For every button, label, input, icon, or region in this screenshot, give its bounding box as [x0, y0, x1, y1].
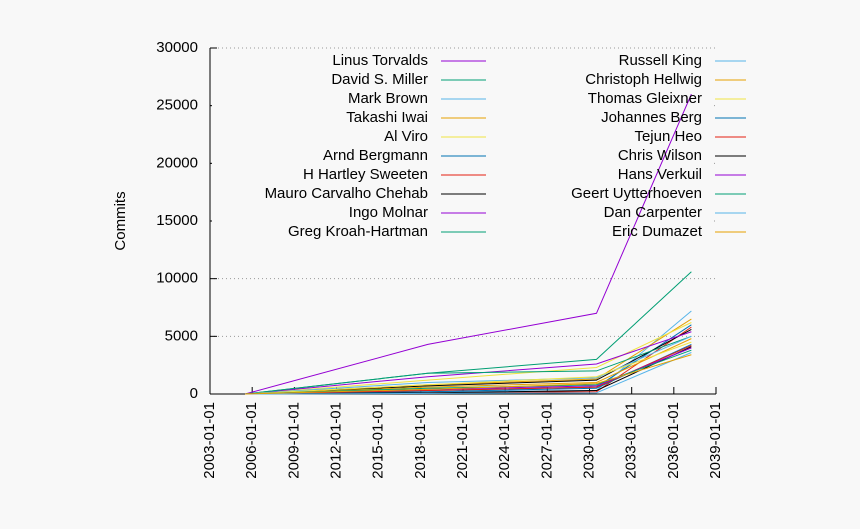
- x-tick-label: 2033-01-01: [623, 402, 640, 479]
- legend-label: David S. Miller: [331, 71, 428, 88]
- x-tick-label: 2030-01-01: [580, 402, 597, 479]
- series-line: [245, 341, 692, 395]
- x-tick-label: 2021-01-01: [454, 402, 471, 479]
- legend-label: Mauro Carvalho Chehab: [265, 185, 428, 202]
- legend-label: Linus Torvalds: [332, 52, 428, 69]
- x-tick-label: 2015-01-01: [370, 402, 387, 479]
- legend-label: Mark Brown: [348, 90, 428, 107]
- y-axis-label: Commits: [112, 191, 129, 250]
- series-line: [245, 345, 692, 395]
- x-tick-label: 2012-01-01: [327, 402, 344, 479]
- x-tick-label: 2009-01-01: [285, 402, 302, 479]
- legend-label: Tejun Heo: [634, 128, 702, 145]
- legend-label: Christoph Hellwig: [585, 71, 702, 88]
- x-tick-label: 2006-01-01: [243, 402, 260, 479]
- legend-label: Al Viro: [384, 128, 428, 145]
- x-tick-label: 2039-01-01: [707, 402, 724, 479]
- legend-label: Thomas Gleixner: [588, 90, 702, 107]
- series-line: [244, 93, 692, 395]
- x-tick-label: 2027-01-01: [538, 402, 555, 479]
- x-tick-label: 2018-01-01: [412, 402, 429, 479]
- series-line: [245, 352, 692, 395]
- series-line: [245, 331, 692, 395]
- series-line: [245, 322, 692, 395]
- legend-label: Johannes Berg: [601, 109, 702, 126]
- legend-label: Takashi Iwai: [346, 109, 428, 126]
- y-tick-label: 30000: [156, 39, 198, 56]
- legend-label: Russell King: [619, 52, 702, 69]
- series-line: [245, 338, 692, 395]
- y-tick-label: 10000: [156, 270, 198, 287]
- y-tick-label: 5000: [165, 327, 198, 344]
- legend-label: H Hartley Sweeten: [303, 166, 428, 183]
- legend-label: Hans Verkuil: [618, 166, 702, 183]
- series-line: [245, 354, 692, 395]
- y-tick-label: 20000: [156, 154, 198, 171]
- legend-label: Arnd Bergmann: [323, 147, 428, 164]
- legend-label: Dan Carpenter: [604, 204, 702, 221]
- y-tick-label: 0: [190, 385, 198, 402]
- series-line: [245, 335, 692, 395]
- legend-label: Greg Kroah-Hartman: [288, 223, 428, 240]
- series-line: [245, 335, 692, 395]
- legend-label: Chris Wilson: [618, 147, 702, 164]
- y-tick-label: 15000: [156, 212, 198, 229]
- legend-label: Eric Dumazet: [612, 223, 703, 240]
- y-tick-label: 25000: [156, 97, 198, 114]
- x-tick-label: 2003-01-01: [201, 402, 218, 479]
- legend-label: Geert Uytterhoeven: [571, 185, 702, 202]
- x-tick-label: 2036-01-01: [665, 402, 682, 479]
- x-tick-label: 2024-01-01: [496, 402, 513, 479]
- legend-label: Ingo Molnar: [349, 204, 428, 221]
- series-line: [245, 328, 692, 395]
